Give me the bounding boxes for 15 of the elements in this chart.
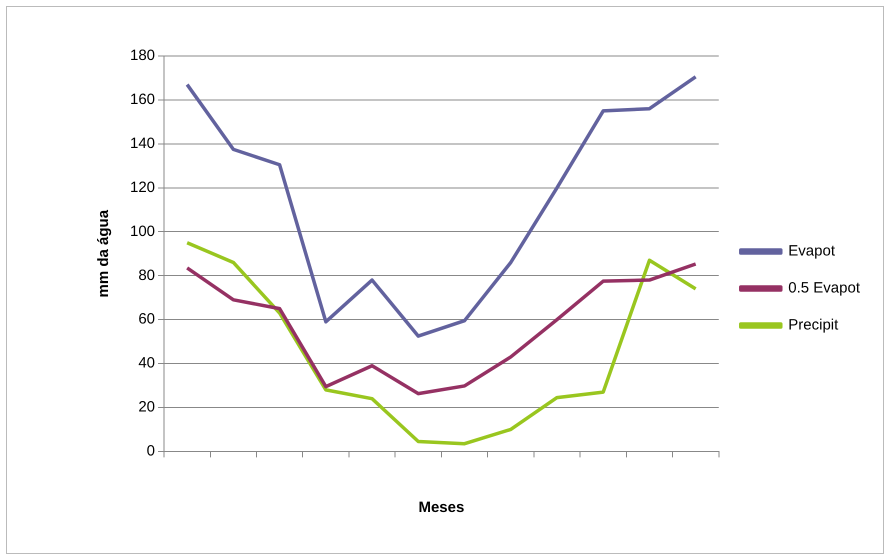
y-tick-label: 80 [138,266,156,284]
y-tick-label: 40 [138,354,156,372]
y-tick-label: 20 [138,398,156,416]
y-tick-label: 180 [130,47,156,64]
y-tick-label: 60 [138,310,156,328]
y-tick-label: 120 [130,178,156,196]
y-axis-title: mm da água [95,209,112,298]
legend-label: 0.5 Evapot [788,280,861,297]
y-tick-label: 160 [130,91,156,108]
x-axis-title: Meses [418,499,464,516]
legend-label: Precipit [788,316,840,334]
y-tick-label: 100 [130,222,156,240]
y-tick-label: 140 [130,135,156,152]
legend-label: Evapot [788,242,836,260]
y-tick-label: 0 [146,442,156,460]
